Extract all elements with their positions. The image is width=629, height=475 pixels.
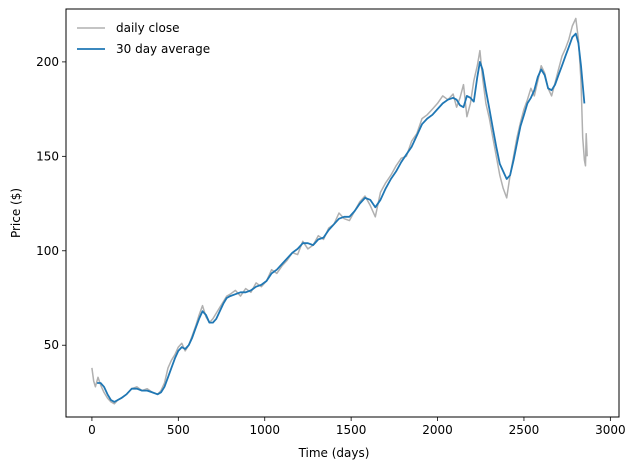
x-tick-label: 1500 bbox=[336, 423, 367, 437]
series-line-2 bbox=[97, 32, 586, 403]
x-tick-label: 3000 bbox=[595, 423, 626, 437]
x-tick-label: 500 bbox=[167, 423, 190, 437]
plot-area bbox=[91, 17, 588, 405]
y-tick-label: 200 bbox=[36, 55, 59, 69]
x-tick-label: 1000 bbox=[249, 423, 280, 437]
x-tick-label: 2000 bbox=[422, 423, 453, 437]
y-tick-label: 100 bbox=[36, 244, 59, 258]
legend-label-2: 30 day average bbox=[116, 42, 210, 56]
y-axis-label: Price ($) bbox=[9, 188, 23, 238]
y-tick-label: 150 bbox=[36, 149, 59, 163]
x-tick-label: 2500 bbox=[509, 423, 540, 437]
legend: daily close 30 day average bbox=[77, 21, 210, 56]
x-axis-label: Time (days) bbox=[298, 446, 370, 460]
x-tick-label: 0 bbox=[88, 423, 96, 437]
legend-label-1: daily close bbox=[116, 21, 179, 35]
x-axis-ticks: 0 500 1000 1500 2000 2500 3000 bbox=[88, 417, 626, 437]
axes-frame bbox=[65, 8, 620, 418]
y-tick-label: 50 bbox=[44, 338, 59, 352]
y-axis-ticks: 50 100 150 200 bbox=[36, 55, 66, 352]
